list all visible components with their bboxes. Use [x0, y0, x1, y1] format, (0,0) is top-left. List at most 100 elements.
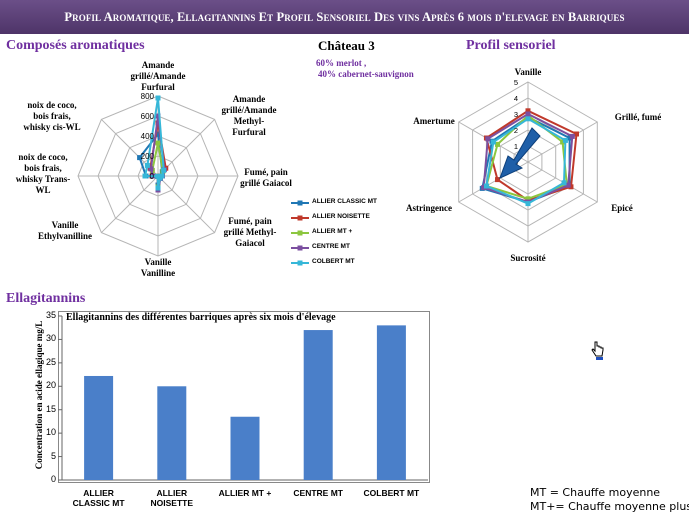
- note-mt: MT = Chauffe moyenne: [530, 486, 661, 499]
- sens-point-centre-mt-5: [485, 136, 491, 142]
- aroma-point-colbert-mt-6: [142, 173, 148, 179]
- sens-axis-label-0-line-0: Vanille: [514, 67, 542, 77]
- bar-colbert-mt: [376, 325, 406, 480]
- bar-category-label-allier-noisette-line-1: NOISETTE: [150, 498, 194, 508]
- sensory-section-title: Profil sensoriel: [466, 38, 556, 53]
- sens-point-centre-mt-2: [565, 182, 571, 188]
- aroma-axis-label-5-line-0: Vanille: [51, 220, 79, 230]
- sens-tick-3: 3: [514, 110, 518, 119]
- aroma-axis-label-1: Amande grillé/Amande Methyl- Furfural: [215, 94, 283, 138]
- legend-label-allier-noisette: ALLIER NOISETTE: [312, 213, 370, 220]
- ellagitannins-section-title: Ellagitannins: [6, 291, 86, 306]
- aroma-axis-label-6-line-2: whisky Trans-: [15, 174, 71, 184]
- aroma-axis-label-7-line-2: whisky cis-WL: [23, 122, 81, 132]
- aroma-axis-label-0: Amande grillé/Amande Furfural: [120, 60, 196, 93]
- legend-label-allier-mt-plus: ALLIER MT +: [312, 228, 353, 235]
- aroma-axis-label-7: noix de coco, bois frais, whisky cis-WL: [10, 100, 94, 133]
- bar-ytick-label-6: 30: [45, 333, 56, 344]
- aroma-axis-label-0-line-1: grillé/Amande: [130, 71, 186, 81]
- aroma-point-colbert-mt-7: [144, 162, 150, 168]
- bar-category-label-allier-mt-plus-line-0: ALLIER MT +: [218, 488, 272, 498]
- legend-label-allier-classic-mt: ALLIER CLASSIC MT: [312, 198, 377, 205]
- aroma-axis-label-1-line-0: Amande: [232, 94, 266, 104]
- aroma-axis-label-1-line-2: Methyl-: [233, 116, 265, 126]
- sens-annotation-arrow: [499, 127, 541, 179]
- aroma-axis-label-7-line-1: bois frais,: [33, 111, 71, 121]
- aroma-point-colbert-mt-5: [155, 173, 161, 179]
- legend-label-colbert-mt: COLBERT MT: [312, 258, 355, 265]
- legend-item-allier-classic-mt: ALLIER CLASSIC MT: [290, 196, 410, 210]
- aroma-axis-label-6: noix de coco, bois frais, whisky Trans- WL: [4, 152, 82, 196]
- aroma-axis-label-2-line-1: grillé Gaiacol: [240, 178, 292, 188]
- bar-category-label-colbert-mt: COLBERT MT: [351, 488, 431, 498]
- sens-point-allier-mt-plus-3: [525, 196, 531, 202]
- bar-category-label-allier-classic-mt-line-0: ALLIER: [83, 488, 114, 498]
- aroma-tick-1: 200: [141, 152, 155, 161]
- sens-axis-label-5: Amertume: [404, 116, 464, 127]
- sens-point-allier-mt-plus-1: [560, 139, 566, 145]
- aroma-axis-label-5: Vanille Ethylvanilline: [20, 220, 110, 242]
- sens-point-colbert-mt-0: [525, 116, 531, 122]
- legend-item-centre-mt: CENTRE MT: [290, 241, 410, 255]
- bar-ytick-label-5: 25: [45, 356, 56, 367]
- blend-line-1: 60% merlot ,: [316, 58, 367, 68]
- aroma-point-colbert-mt-4: [155, 185, 161, 191]
- bar-allier-classic-mt: [84, 375, 114, 480]
- legend-swatch-allier-classic-mt: [291, 200, 309, 206]
- aroma-point-colbert-mt-1: [161, 167, 167, 173]
- bar-chart-frame: [58, 311, 430, 483]
- aroma-point-centre-mt-7: [148, 166, 154, 172]
- aroma-axis-label-6-line-0: noix de coco,: [18, 152, 68, 162]
- aroma-axis-label-2: Fumé, pain grillé Gaiacol: [231, 167, 301, 189]
- aroma-axis-label-3-line-2: Gaiacol: [235, 238, 265, 248]
- legend-swatch-centre-mt: [291, 245, 309, 251]
- legend-item-colbert-mt: COLBERT MT: [290, 256, 410, 270]
- bar-ytick-label-1: 5: [50, 450, 56, 461]
- aroma-point-allier-classic-mt-7: [137, 155, 143, 161]
- sens-point-allier-classic-mt-1: [567, 135, 573, 141]
- legend-label-centre-mt: CENTRE MT: [312, 243, 350, 250]
- sens-axis-label-4-line-0: Astringence: [406, 203, 452, 213]
- bar-ytick-label-0: 0: [50, 474, 56, 484]
- aroma-axis-label-3-line-1: grillé Methyl-: [223, 227, 277, 237]
- chateau-name: Château 3: [318, 38, 375, 53]
- sens-point-allier-noisette-1: [573, 131, 579, 137]
- sens-tick-2: 2: [514, 126, 518, 135]
- sens-axis-label-3: Sucrosité: [496, 253, 560, 264]
- bar-centre-mt: [303, 330, 333, 480]
- aroma-axis-label-6-line-1: bois frais,: [24, 163, 62, 173]
- sens-tick-1: 1: [514, 142, 518, 151]
- bar-category-label-centre-mt: CENTRE MT: [278, 488, 358, 498]
- bar-allier-mt-plus: [230, 416, 260, 480]
- aroma-axis-label-2-line-0: Fumé, pain: [244, 167, 288, 177]
- sens-axis-label-5-line-0: Amertume: [413, 116, 455, 126]
- aroma-axis-label-3: Fumé, pain grillé Methyl- Gaiacol: [210, 216, 290, 249]
- aroma-axis-label-3-line-0: Fumé, pain: [228, 216, 272, 226]
- sens-axis-label-0: Vanille: [498, 67, 558, 78]
- title-banner: Profil Aromatique, Ellagitannins Et Prof…: [0, 0, 689, 34]
- aroma-point-centre-mt-0: [155, 113, 161, 119]
- bar-allier-noisette: [157, 386, 187, 480]
- legend-swatch-allier-mt-plus: [291, 230, 309, 236]
- bar-ytick-label-3: 15: [45, 403, 56, 414]
- sens-point-allier-noisette-2: [568, 184, 574, 190]
- note-mt-plus: MT+= Chauffe moyenne plus: [530, 500, 689, 513]
- aroma-tick-0: 0: [150, 172, 155, 181]
- aroma-axis-label-5-line-1: Ethylvanilline: [37, 231, 92, 241]
- sens-point-colbert-mt-5: [490, 139, 496, 145]
- aroma-axis-label-6-line-3: WL: [35, 185, 51, 195]
- legend-item-allier-mt-plus: ALLIER MT +: [290, 226, 410, 240]
- sens-point-centre-mt-0: [525, 111, 531, 117]
- aroma-axis-label-0-line-0: Amande: [141, 60, 175, 70]
- sens-tick-5: 5: [514, 78, 518, 87]
- aromatic-section-title: Composés aromatiques: [6, 38, 145, 53]
- sens-axis-label-2: Epicé: [604, 203, 640, 214]
- sens-point-colbert-mt-3: [525, 201, 531, 207]
- aroma-axis-label-0-line-2: Furfural: [141, 82, 175, 92]
- aroma-axis-label-7-line-0: noix de coco,: [27, 100, 77, 110]
- aroma-spoke-3: [157, 175, 215, 233]
- aroma-axis-label-4-line-1: Vanilline: [140, 268, 176, 278]
